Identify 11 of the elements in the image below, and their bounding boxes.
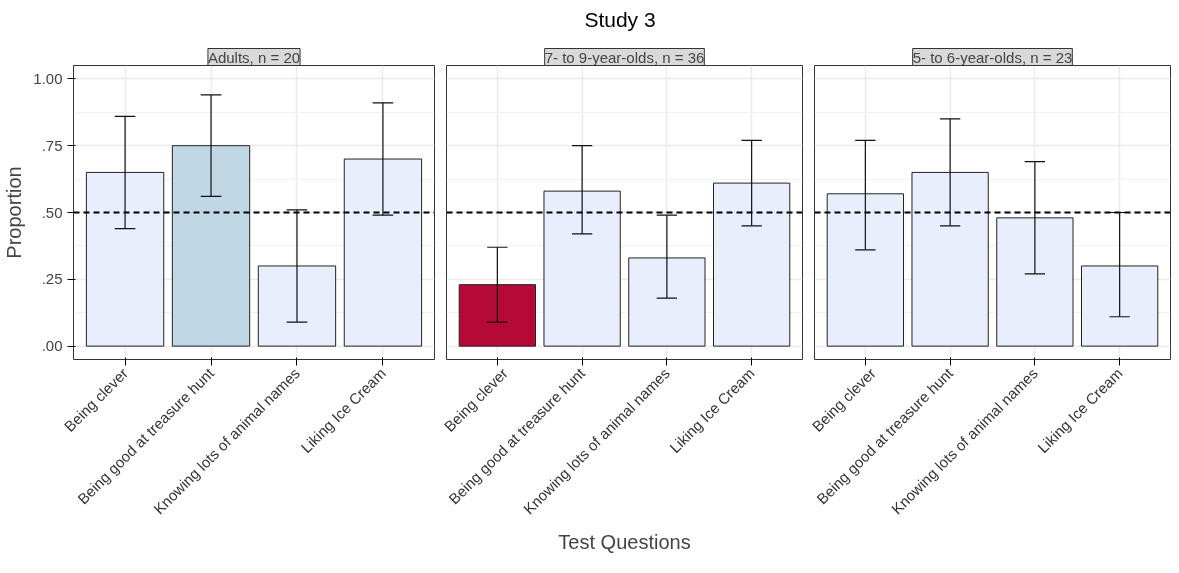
chart-title: 5- to 6-year-olds, n = 23 [912, 48, 1073, 66]
y-tick-label: .00 [41, 337, 63, 355]
y-tick-label: .25 [41, 270, 63, 288]
chart-title: 7- to 9-year-olds, n = 36 [544, 48, 705, 66]
x-axis-title: Test Questions [558, 531, 691, 554]
y-axis-title: Proportion [3, 166, 26, 259]
y-tick-label: .50 [41, 203, 63, 221]
y-tick-label: .75 [41, 136, 63, 154]
y-tick-label: 1.00 [33, 69, 63, 87]
chart-title: Adults, n = 20 [207, 48, 301, 66]
text: Study 3 [584, 7, 656, 33]
